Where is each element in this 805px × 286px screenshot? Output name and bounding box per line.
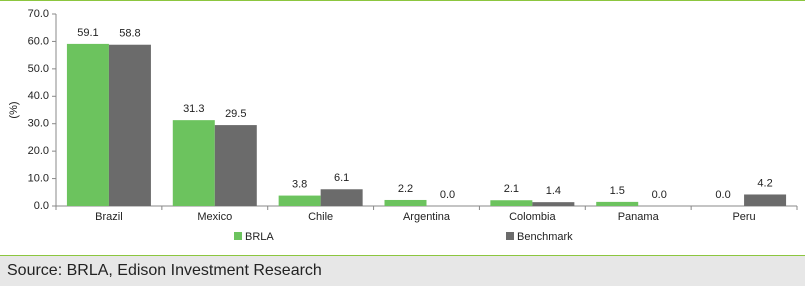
bar <box>320 189 363 206</box>
legend-swatch <box>234 232 242 240</box>
y-axis-label: (%) <box>8 101 20 118</box>
bar <box>172 120 215 206</box>
y-tick-label: 20.0 <box>28 145 49 157</box>
x-tick-label: Peru <box>732 211 755 223</box>
bar <box>66 43 109 207</box>
x-tick-label: Chile <box>308 211 333 223</box>
legend-label: Benchmark <box>517 231 573 243</box>
bar <box>744 194 787 206</box>
x-tick-label: Brazil <box>95 211 123 223</box>
legend-label: BRLA <box>245 231 274 243</box>
bar <box>214 125 257 206</box>
bar <box>532 202 575 206</box>
data-label: 3.8 <box>292 178 307 190</box>
y-tick-label: 60.0 <box>28 35 49 47</box>
y-tick-label: 0.0 <box>34 200 49 212</box>
footer: Source: BRLA, Edison Investment Research <box>0 255 805 286</box>
chart: (%) 0.0 10.0 20.0 30.0 40.0 50.0 60.0 70.0 Brazi… <box>0 0 805 243</box>
data-label: 6.1 <box>334 172 349 184</box>
data-label: 0.0 <box>715 189 730 201</box>
data-label: 31.3 <box>183 103 204 115</box>
x-tick-label: Colombia <box>509 211 556 223</box>
y-tick-label: 70.0 <box>28 8 49 20</box>
data-label: 4.2 <box>757 177 772 189</box>
data-label: 59.1 <box>77 27 98 39</box>
bar <box>384 199 427 206</box>
data-label: 2.1 <box>504 183 519 195</box>
x-tick-label: Panama <box>618 211 660 223</box>
data-label: 0.0 <box>652 189 667 201</box>
data-label: 1.5 <box>610 185 625 197</box>
bar <box>596 201 639 206</box>
x-tick-label: Argentina <box>403 211 451 223</box>
y-tick-label: 40.0 <box>28 90 49 102</box>
data-label: 29.5 <box>225 108 246 120</box>
bar <box>108 44 151 206</box>
y-tick-label: 30.0 <box>28 118 49 130</box>
legend-swatch <box>506 232 514 240</box>
data-label: 2.2 <box>398 183 413 195</box>
x-tick-label: Mexico <box>197 211 232 223</box>
bar <box>490 200 533 206</box>
y-tick-label: 10.0 <box>28 172 49 184</box>
data-label: 1.4 <box>546 185 561 197</box>
data-label: 58.8 <box>119 28 140 40</box>
bar <box>278 195 321 206</box>
source: Source: BRLA, Edison Investment Research <box>7 262 322 279</box>
data-label: 0.0 <box>440 189 455 201</box>
y-tick-label: 50.0 <box>28 63 49 75</box>
